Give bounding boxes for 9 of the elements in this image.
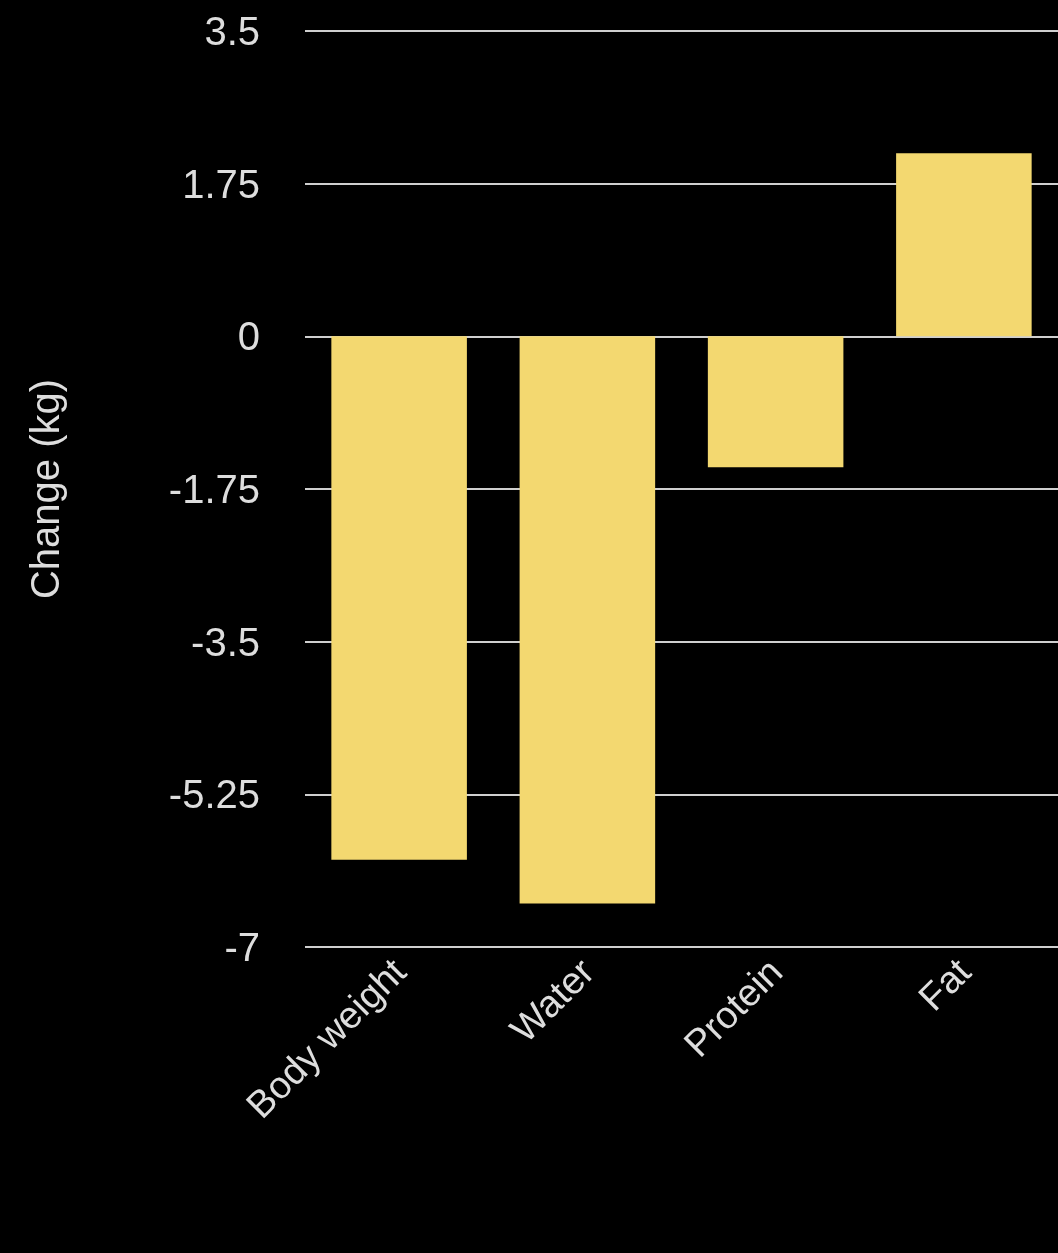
y-tick-label: -3.5: [191, 619, 260, 664]
y-tick-label: 3.5: [204, 9, 260, 53]
x-tick-label: Fat: [910, 949, 980, 1019]
y-tick-label: 0: [237, 314, 260, 359]
y-tick-label: -7: [224, 925, 260, 969]
y-tick-label: 1.75: [182, 161, 260, 206]
y-axis-title: Change (kg): [23, 378, 67, 600]
y-tick-label: -5.25: [168, 772, 260, 817]
y-tick-label: -1.75: [168, 467, 260, 511]
